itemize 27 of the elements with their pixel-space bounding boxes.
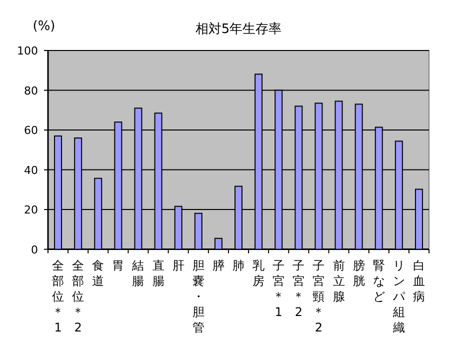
y-tick-label: 0 xyxy=(31,243,38,256)
x-tick-label: 膵 xyxy=(212,258,224,272)
chart-title: 相対5年生存率 xyxy=(195,21,282,37)
x-tick-label: 腎など xyxy=(372,258,385,304)
x-tick-label: 食道 xyxy=(92,258,104,288)
x-tick-label: 胆嚢・胆管 xyxy=(192,258,204,334)
y-axis-title: (%) xyxy=(32,19,56,34)
y-tick-label: 80 xyxy=(24,84,38,98)
x-tick-label: 結腸 xyxy=(131,258,144,288)
x-tick-label: 全部位＊1 xyxy=(52,258,64,334)
x-tick-label: 肝 xyxy=(172,258,184,272)
y-tick-label: 60 xyxy=(24,124,38,138)
y-tick-label: 20 xyxy=(24,204,38,217)
x-tick-label: 全部位＊2 xyxy=(72,258,84,334)
x-tick-label: 乳房 xyxy=(252,258,265,288)
x-tick-label: リンパ組織 xyxy=(392,258,406,334)
x-tick-label: 膀胱 xyxy=(352,258,365,288)
x-tick-label: 子宮＊1 xyxy=(272,258,285,319)
y-tick-label: 40 xyxy=(24,164,38,177)
x-tick-label: 直腸 xyxy=(152,258,164,288)
x-tick-label: 肺 xyxy=(232,258,244,272)
x-tick-label: 子宮頸＊2 xyxy=(312,258,325,334)
x-tick-label: 胃 xyxy=(112,258,124,272)
y-tick-label: 100 xyxy=(17,44,38,58)
x-tick-label: 前立腺 xyxy=(332,258,345,304)
x-tick-label: 白血病 xyxy=(412,258,425,304)
x-tick-label: 子宮＊2 xyxy=(292,258,305,319)
